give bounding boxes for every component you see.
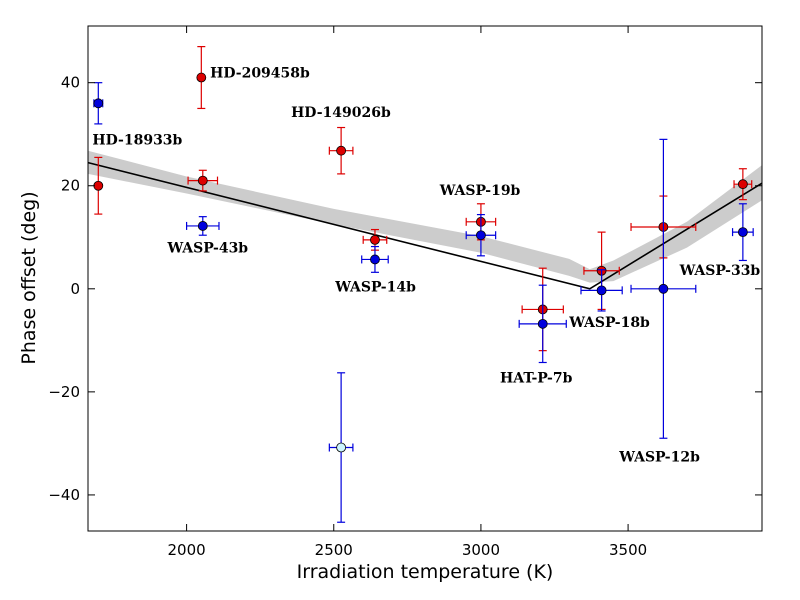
planet-label: HD-18933b xyxy=(92,133,182,149)
data-point-blue xyxy=(630,138,697,439)
planet-label: WASP-19b xyxy=(439,183,521,199)
data-point-red xyxy=(733,168,753,201)
data-marker xyxy=(476,230,486,241)
y-axis-label: Phase offset (deg) xyxy=(18,191,40,364)
x-axis-label: Irradiation temperature (K) xyxy=(297,561,554,583)
planet-label: WASP-33b xyxy=(679,263,761,279)
data-marker xyxy=(737,227,748,238)
data-point-red xyxy=(328,126,354,175)
data-marker xyxy=(93,180,104,191)
data-point-red xyxy=(196,46,207,110)
model-fit-line xyxy=(87,161,763,290)
data-marker xyxy=(370,234,380,245)
data-point-blue xyxy=(361,245,389,273)
model-band-layer xyxy=(88,150,762,283)
data-points-layer xyxy=(93,46,754,523)
data-point-blue xyxy=(580,269,623,312)
model-line-layer xyxy=(87,161,763,290)
x-tick-label: 3000 xyxy=(462,541,500,559)
data-point-red xyxy=(187,169,219,192)
y-tick-label: 0 xyxy=(70,280,80,298)
plot-frame xyxy=(87,25,763,532)
x-tick-label: 2500 xyxy=(315,541,353,559)
planet-label: HD-209458b xyxy=(210,66,310,82)
data-point-blue xyxy=(731,203,754,262)
data-marker xyxy=(196,72,207,83)
data-marker xyxy=(596,285,607,296)
planet-label: HD-149026b xyxy=(291,105,391,121)
data-marker xyxy=(737,179,748,190)
data-point-cyan xyxy=(328,372,354,523)
data-point-blue xyxy=(465,214,497,257)
y-tick-label: 20 xyxy=(61,177,80,195)
x-tick-label: 3500 xyxy=(609,541,647,559)
planet-labels-layer: HD-18933b HD-209458b HD-149026b WASP-43b WAS… xyxy=(92,66,760,466)
data-marker xyxy=(336,442,347,453)
y-tick-label: −40 xyxy=(48,486,80,504)
data-marker xyxy=(197,221,208,231)
data-point-blue xyxy=(93,82,104,125)
y-tick-label: 40 xyxy=(61,74,80,92)
planet-label: HAT-P-7b xyxy=(500,371,573,387)
data-marker xyxy=(197,175,208,186)
data-point-red xyxy=(93,156,104,215)
axis-ticks-layer: 2000 2500 3000 3500 −40 −20 0 20 40 xyxy=(48,26,762,559)
data-marker xyxy=(370,254,380,265)
data-marker xyxy=(93,98,104,109)
x-tick-label: 2000 xyxy=(168,541,206,559)
data-marker xyxy=(336,145,347,156)
data-point-blue xyxy=(185,216,220,236)
data-point-blue xyxy=(518,284,567,364)
y-tick-label: −20 xyxy=(48,383,80,401)
planet-label: WASP-43b xyxy=(166,241,248,257)
data-marker xyxy=(658,283,669,294)
planet-label: WASP-18b xyxy=(568,315,650,331)
data-marker xyxy=(537,318,548,329)
model-confidence-band xyxy=(88,150,762,283)
planet-label: WASP-14b xyxy=(334,279,416,295)
planet-label: WASP-12b xyxy=(618,449,700,465)
